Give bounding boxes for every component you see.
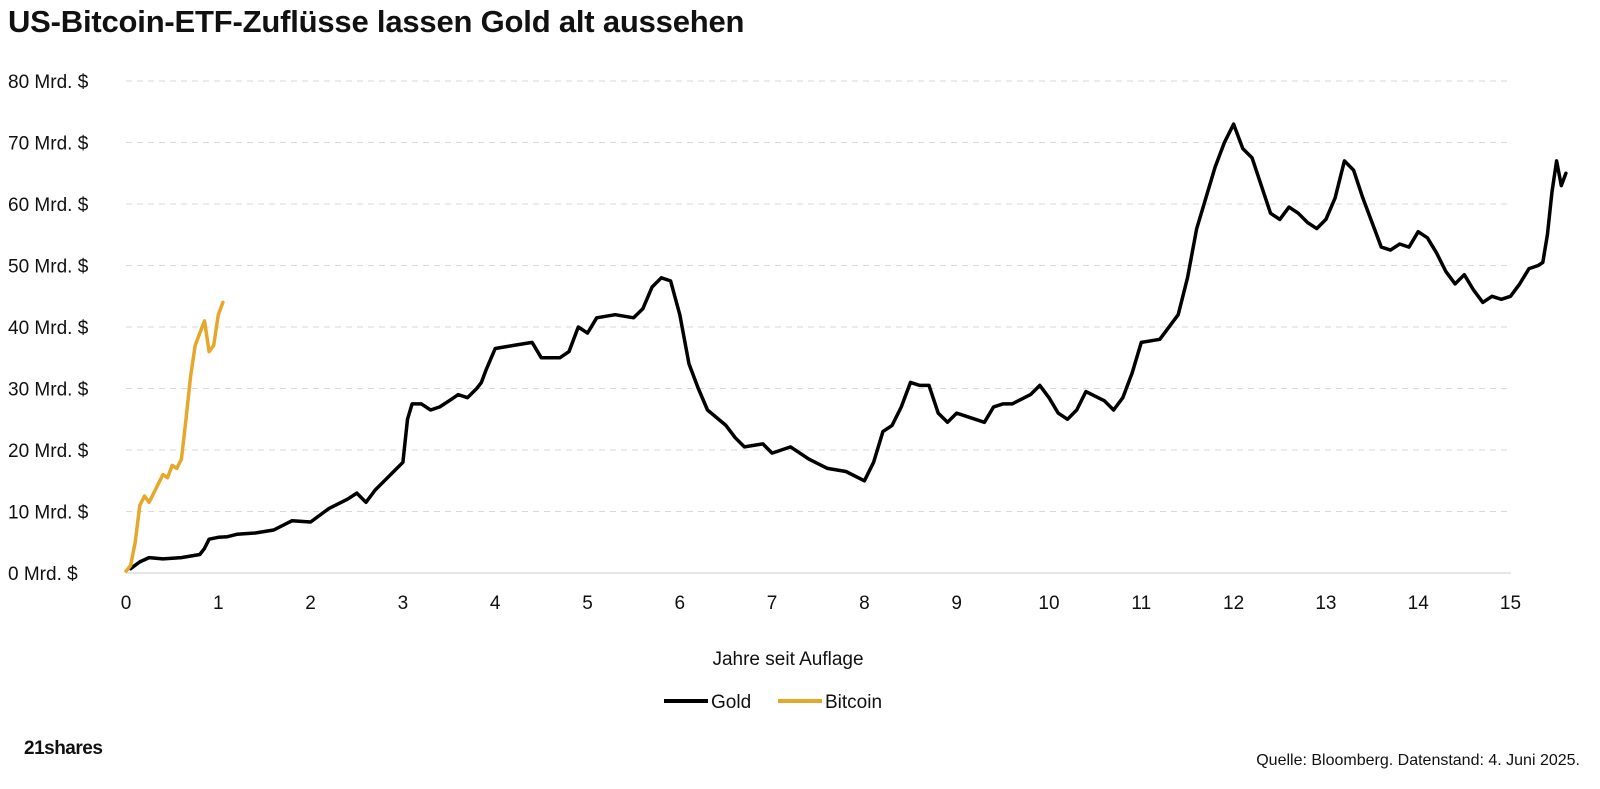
- series-group: [124, 122, 1568, 573]
- x-axis-label: Jahre seit Auflage: [712, 649, 863, 670]
- y-tick-label: 50 Mrd. $: [8, 257, 89, 278]
- x-tick-label: 1: [213, 593, 224, 614]
- x-tick-label: 9: [951, 593, 962, 614]
- brand-logo: 21shares: [24, 738, 103, 759]
- y-tick-label: 80 Mrd. $: [8, 72, 89, 93]
- series-line-gold: [128, 122, 1568, 571]
- x-tick-label: 0: [121, 593, 132, 614]
- y-tick-label: 0 Mrd. $: [8, 564, 78, 585]
- x-tick-label: 3: [398, 593, 409, 614]
- y-axis-tick-labels: 0 Mrd. $ 10 Mrd. $ 20 Mrd. $ 30 Mrd. $ 40 Mr…: [8, 72, 89, 585]
- source-note: Quelle: Bloomberg. Datenstand: 4. Juni 2…: [1256, 752, 1580, 769]
- y-tick-label: 70 Mrd. $: [8, 134, 89, 155]
- legend: Gold Bitcoin: [664, 692, 882, 713]
- x-tick-label: 5: [582, 593, 593, 614]
- y-tick-label: 10 Mrd. $: [8, 503, 89, 524]
- x-tick-label: 4: [490, 593, 501, 614]
- legend-label-bitcoin: Bitcoin: [825, 692, 882, 713]
- x-tick-label: 7: [767, 593, 778, 614]
- y-tick-label: 20 Mrd. $: [8, 441, 89, 462]
- y-tick-label: 40 Mrd. $: [8, 318, 89, 339]
- x-tick-label: 6: [675, 593, 686, 614]
- y-tick-label: 60 Mrd. $: [8, 195, 89, 216]
- x-tick-label: 13: [1315, 593, 1336, 614]
- x-tick-label: 10: [1038, 593, 1059, 614]
- x-tick-label: 8: [859, 593, 870, 614]
- series-line-bitcoin: [124, 300, 225, 573]
- x-tick-label: 14: [1408, 593, 1430, 614]
- x-tick-label: 2: [305, 593, 316, 614]
- x-tick-label: 15: [1500, 593, 1521, 614]
- x-tick-label: 12: [1223, 593, 1244, 614]
- legend-label-gold: Gold: [711, 692, 751, 713]
- x-tick-label: 11: [1131, 593, 1151, 614]
- grid-lines: [126, 80, 1511, 574]
- chart-title: US-Bitcoin-ETF-Zuflüsse lassen Gold alt …: [8, 4, 745, 39]
- x-axis-tick-labels: 0 1 2 3 4 5 6 7 8 9 10 11 12 13 14 15: [121, 593, 1521, 614]
- y-tick-label: 30 Mrd. $: [8, 380, 89, 401]
